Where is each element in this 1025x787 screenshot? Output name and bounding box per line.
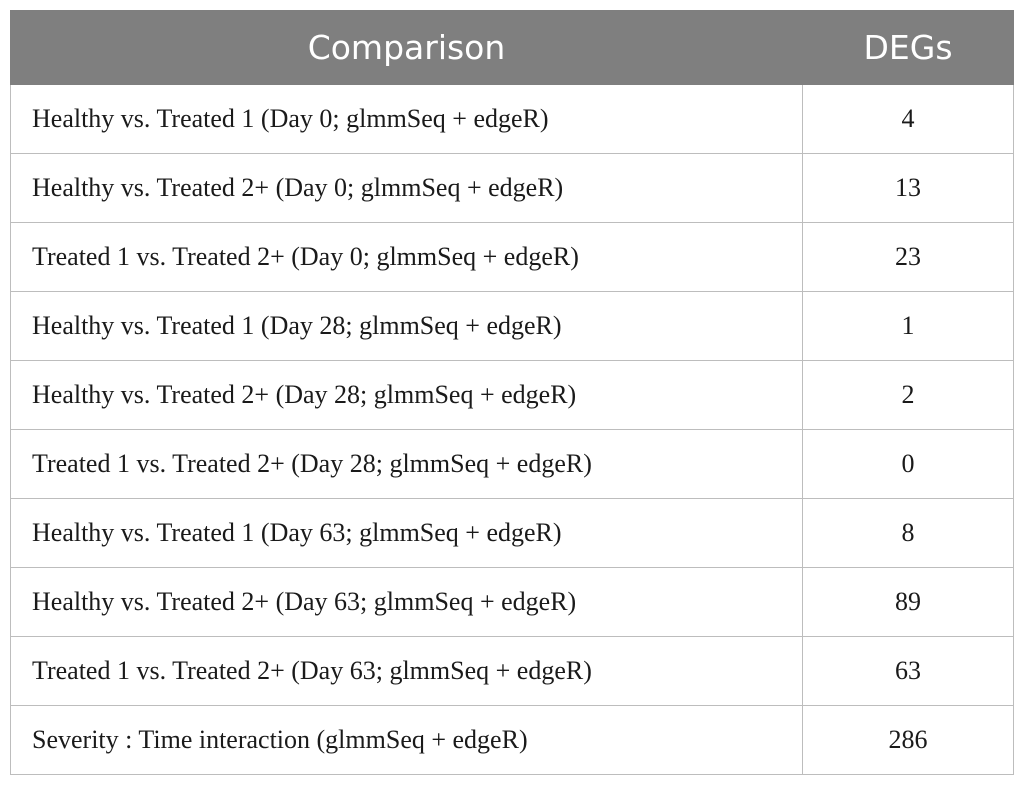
comparison-cell: Treated 1 vs. Treated 2+ (Day 28; glmmSe… [10, 429, 803, 499]
degs-cell: 4 [802, 84, 1014, 154]
table-row: Healthy vs. Treated 1 (Day 63; glmmSeq +… [10, 498, 1014, 568]
header-comparison: Comparison [10, 10, 803, 85]
degs-cell: 13 [802, 153, 1014, 223]
degs-cell: 89 [802, 567, 1014, 637]
comparison-cell: Healthy vs. Treated 1 (Day 63; glmmSeq +… [10, 498, 803, 568]
table-row: Severity : Time interaction (glmmSeq + e… [10, 705, 1014, 775]
table-row: Healthy vs. Treated 2+ (Day 0; glmmSeq +… [10, 153, 1014, 223]
table-row: Healthy vs. Treated 1 (Day 28; glmmSeq +… [10, 291, 1014, 361]
degs-cell: 286 [802, 705, 1014, 775]
table-row: Healthy vs. Treated 2+ (Day 28; glmmSeq … [10, 360, 1014, 430]
table-row: Treated 1 vs. Treated 2+ (Day 63; glmmSe… [10, 636, 1014, 706]
comparison-cell: Healthy vs. Treated 2+ (Day 0; glmmSeq +… [10, 153, 803, 223]
comparison-cell: Healthy vs. Treated 2+ (Day 63; glmmSeq … [10, 567, 803, 637]
comparison-cell: Healthy vs. Treated 2+ (Day 28; glmmSeq … [10, 360, 803, 430]
degs-cell: 1 [802, 291, 1014, 361]
table-row: Treated 1 vs. Treated 2+ (Day 0; glmmSeq… [10, 222, 1014, 292]
comparison-cell: Healthy vs. Treated 1 (Day 0; glmmSeq + … [10, 84, 803, 154]
table-body: Healthy vs. Treated 1 (Day 0; glmmSeq + … [10, 84, 1014, 775]
comparison-cell: Treated 1 vs. Treated 2+ (Day 0; glmmSeq… [10, 222, 803, 292]
degs-cell: 63 [802, 636, 1014, 706]
header-degs: DEGs [802, 10, 1014, 85]
table-row: Treated 1 vs. Treated 2+ (Day 28; glmmSe… [10, 429, 1014, 499]
degs-cell: 2 [802, 360, 1014, 430]
comparison-cell: Healthy vs. Treated 1 (Day 28; glmmSeq +… [10, 291, 803, 361]
degs-cell: 0 [802, 429, 1014, 499]
degs-cell: 23 [802, 222, 1014, 292]
table-row: Healthy vs. Treated 2+ (Day 63; glmmSeq … [10, 567, 1014, 637]
degs-cell: 8 [802, 498, 1014, 568]
comparison-cell: Treated 1 vs. Treated 2+ (Day 63; glmmSe… [10, 636, 803, 706]
comparison-cell: Severity : Time interaction (glmmSeq + e… [10, 705, 803, 775]
deg-comparison-table: Comparison DEGs Healthy vs. Treated 1 (D… [10, 10, 1014, 775]
deg-table-container: Comparison DEGs Healthy vs. Treated 1 (D… [10, 10, 1014, 775]
header-row: Comparison DEGs [10, 10, 1014, 85]
table-row: Healthy vs. Treated 1 (Day 0; glmmSeq + … [10, 84, 1014, 154]
table-header: Comparison DEGs [10, 10, 1014, 85]
